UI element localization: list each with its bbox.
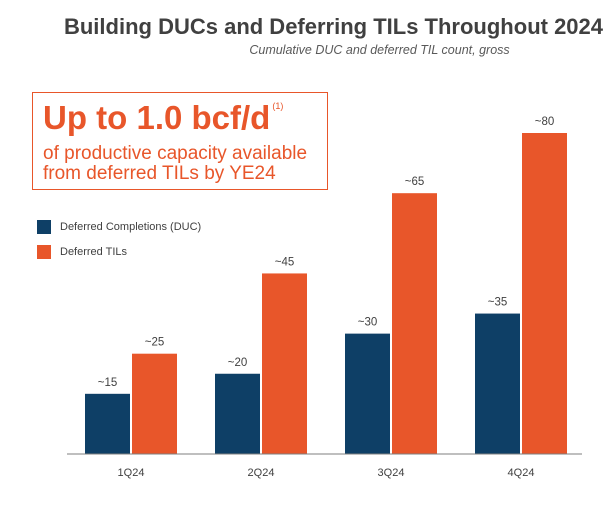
data-label-duc-3q24: ~30: [358, 317, 378, 329]
bar-duc-3q24: [345, 333, 390, 454]
callout-line-2: from deferred TILs by YE24: [43, 163, 276, 184]
x-tick-label-2q24: 2Q24: [248, 467, 275, 479]
legend-swatch-til: [37, 245, 51, 259]
x-tick-label-1q24: 1Q24: [118, 467, 145, 479]
bar-duc-2q24: [215, 373, 260, 454]
data-label-til-3q24: ~65: [405, 176, 425, 188]
callout-line-1: of productive capacity available: [43, 143, 308, 164]
bar-til-3q24: [392, 193, 437, 454]
bar-til-1q24: [132, 353, 177, 454]
bar-til-2q24: [262, 273, 307, 454]
x-tick-label-3q24: 3Q24: [378, 467, 405, 479]
data-label-duc-4q24: ~35: [488, 297, 508, 309]
bar-til-4q24: [522, 133, 567, 454]
data-label-duc-2q24: ~20: [228, 357, 248, 369]
data-label-duc-1q24: ~15: [98, 377, 118, 389]
callout-footnote: (1): [272, 101, 284, 111]
x-tick-label-4q24: 4Q24: [508, 467, 535, 479]
legend-label-til: Deferred TILs: [60, 246, 128, 258]
legend-item-til: Deferred TILs: [37, 242, 201, 262]
callout-headline: Up to 1.0 bcf/d (1): [43, 99, 284, 136]
data-label-til-1q24: ~25: [145, 337, 165, 349]
bar-duc-4q24: [475, 313, 520, 454]
chart-legend: Deferred Completions (DUC) Deferred TILs: [37, 217, 201, 267]
chart-subtitle: Cumulative DUC and deferred TIL count, g…: [249, 43, 510, 57]
legend-item-duc: Deferred Completions (DUC): [37, 217, 201, 237]
capacity-callout: Up to 1.0 bcf/d (1) of productive capacit…: [32, 92, 328, 190]
bar-duc-1q24: [85, 393, 130, 454]
data-label-til-2q24: ~45: [275, 256, 295, 268]
legend-swatch-duc: [37, 220, 51, 234]
chart-title: Building DUCs and Deferring TILs Through…: [63, 14, 604, 39]
legend-label-duc: Deferred Completions (DUC): [60, 221, 202, 233]
data-label-til-4q24: ~80: [535, 116, 555, 128]
